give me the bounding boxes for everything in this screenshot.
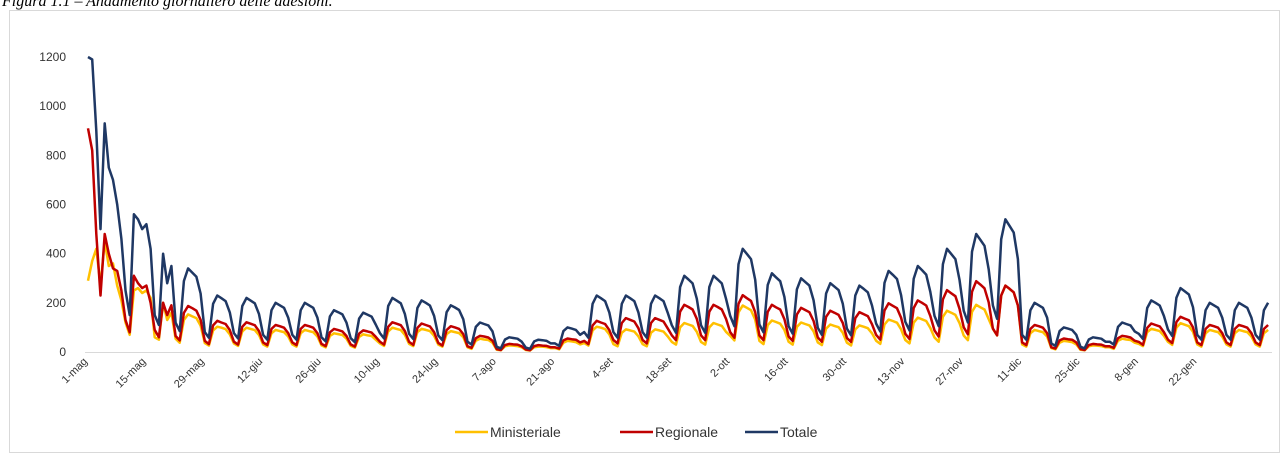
legend-label: Ministeriale bbox=[490, 424, 561, 440]
y-tick-label: 0 bbox=[59, 345, 66, 359]
series-line bbox=[87, 55, 1270, 351]
figure-caption: Figura 1.1 – Andamento giornaliero delle… bbox=[1, 0, 333, 10]
y-tick-label: 600 bbox=[46, 198, 66, 212]
y-tick-label: 1000 bbox=[39, 99, 66, 113]
legend-label: Totale bbox=[780, 424, 818, 440]
y-tick-label: 400 bbox=[46, 247, 66, 261]
y-tick-label: 200 bbox=[46, 296, 66, 310]
series-line bbox=[86, 240, 1269, 352]
chart-frame bbox=[9, 10, 1280, 453]
series-line bbox=[86, 128, 1269, 352]
legend-label: Regionale bbox=[655, 424, 718, 440]
y-tick-label: 800 bbox=[46, 148, 66, 162]
y-tick-label: 1200 bbox=[39, 50, 66, 64]
